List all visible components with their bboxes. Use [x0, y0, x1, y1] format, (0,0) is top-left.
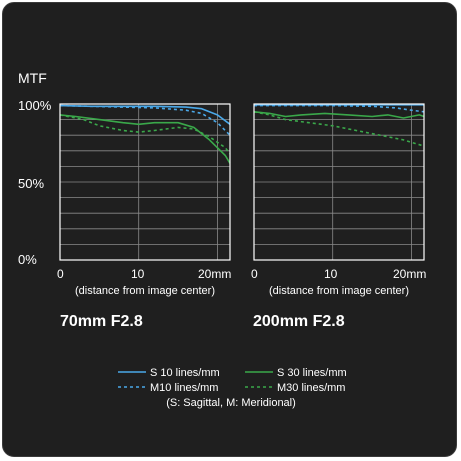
- series-group-70mm: [59, 104, 231, 164]
- series-line-m30: [59, 114, 231, 155]
- series-line-m10: [59, 104, 231, 136]
- plot-frame-200mm: [253, 103, 425, 261]
- chart-title-200mm: 200mm F2.8: [253, 313, 345, 330]
- legend-note: (S: Sagittal, M: Meridional): [166, 397, 296, 409]
- y-tick-100: 100%: [18, 98, 52, 113]
- legend-label-m30: M30 lines/mm: [277, 382, 345, 394]
- x-tick-0-200mm: 0: [251, 267, 258, 281]
- x-tick-20-200mm: 20mm: [393, 267, 426, 281]
- legend-label-s30: S 30 lines/mm: [277, 367, 347, 379]
- x-tick-10-200mm: 10: [324, 267, 338, 281]
- series-line-s30: [59, 114, 231, 164]
- x-caption-70mm: (distance from image center): [75, 285, 215, 297]
- mtf-axis-label: MTF: [18, 70, 47, 86]
- chart-70mm: 0 10 20mm (distance from image center) 7…: [57, 103, 231, 330]
- chart-200mm: 0 10 20mm (distance from image center) 2…: [251, 103, 426, 330]
- y-tick-0: 0%: [18, 252, 37, 267]
- series-group-200mm: [253, 104, 425, 147]
- y-tick-50: 50%: [18, 176, 44, 191]
- series-line-s30: [253, 111, 425, 119]
- legend-label-s10: S 10 lines/mm: [150, 367, 220, 379]
- plot-frame-70mm: [59, 103, 231, 261]
- series-line-m10: [254, 104, 425, 113]
- x-tick-10-70mm: 10: [131, 267, 145, 281]
- x-caption-200mm: (distance from image center): [269, 285, 409, 297]
- legend: S 10 lines/mm S 30 lines/mm M10 lines/mm…: [118, 367, 347, 409]
- series-line-m30: [253, 111, 425, 147]
- grid-70mm: [60, 104, 230, 260]
- x-tick-0-70mm: 0: [57, 267, 64, 281]
- x-tick-20-70mm: 20mm: [198, 267, 231, 281]
- legend-label-m10: M10 lines/mm: [150, 382, 218, 394]
- chart-title-70mm: 70mm F2.8: [60, 313, 143, 330]
- grid-200mm: [254, 104, 424, 260]
